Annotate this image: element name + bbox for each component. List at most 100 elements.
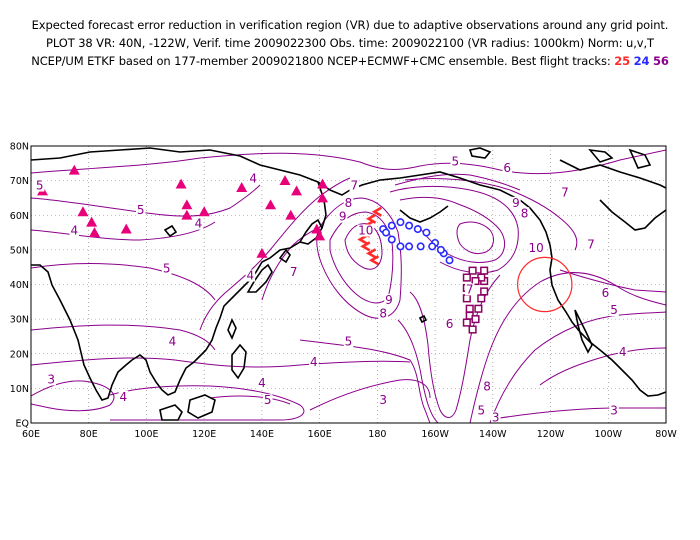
coastline [317, 181, 327, 229]
coastline [231, 343, 247, 380]
observation-triangle [89, 227, 100, 237]
contour-label: 5 [36, 179, 44, 193]
contour-label: 8 [345, 196, 353, 210]
contour-label: 7 [587, 237, 595, 251]
title-line-1: Expected forecast error reduction in ver… [31, 18, 669, 32]
lat-tick-label: 80N [10, 142, 29, 153]
contour-label-bg [309, 356, 319, 369]
contour-label-bg [161, 262, 172, 275]
coastline [31, 264, 133, 401]
coastline [588, 148, 614, 163]
contour-label-bg [586, 238, 596, 251]
latitude-tick-labels: 80N 70N 60N 50N 40N 30N 20N 10N EQ [10, 142, 29, 430]
track-b-marker [436, 245, 445, 254]
contour-label-bg [609, 304, 619, 317]
contour-label-bg [600, 286, 611, 299]
lon-tick-label: 140W [479, 429, 507, 440]
track-c-label: 56 [652, 54, 669, 68]
coastline [599, 199, 666, 231]
lon-tick-label: 140E [250, 429, 274, 440]
contour-label-bg [262, 394, 273, 407]
contour-label-bg [511, 196, 521, 209]
contour-label: 3 [610, 404, 618, 418]
contour-label: 5 [477, 404, 485, 418]
track-b-marker [396, 242, 405, 251]
coastline [559, 159, 666, 189]
contour-label-bg [349, 179, 360, 192]
observation-triangle [181, 209, 193, 220]
contour-label: 4 [310, 355, 318, 369]
coastline [187, 394, 216, 419]
lat-tick-label: 30N [10, 315, 29, 326]
observation-triangle [256, 247, 268, 258]
contour-label: 5 [610, 303, 618, 317]
lon-tick-label: 180 [368, 429, 386, 440]
contour-label: 5 [163, 262, 171, 276]
track-c-marker [480, 287, 489, 296]
contour-label-bg [167, 335, 178, 348]
contour-label: 8 [521, 206, 529, 220]
track-b-marker [387, 235, 396, 244]
lon-tick-label: 80E [80, 429, 98, 440]
lat-tick-label: 20N [10, 349, 29, 360]
observation-triangle [279, 175, 291, 186]
observation-triangle [198, 206, 210, 217]
contour-line [469, 272, 666, 423]
contour-line [199, 177, 351, 331]
contour-label: 7 [290, 265, 298, 279]
contour-label: 6 [503, 161, 511, 175]
track-b-marker [416, 242, 425, 251]
track-a-marker [365, 213, 377, 224]
contour-label-bg [135, 203, 146, 216]
lon-tick-label: 100E [134, 429, 158, 440]
track-a-marker [365, 248, 377, 259]
contour-line [394, 173, 521, 191]
contour-label: 9 [339, 210, 347, 224]
track-c-marker [480, 266, 489, 275]
lon-tick-label: 120E [192, 429, 216, 440]
lat-tick-label: EQ [16, 419, 29, 430]
contour-label-bg [476, 404, 487, 417]
track-b-marker [405, 242, 414, 251]
coastline [574, 309, 593, 354]
contour-line [31, 380, 115, 412]
track-b-marker [382, 228, 391, 237]
track-c-marker [474, 304, 483, 313]
track-c-marker [462, 273, 471, 282]
lat-tick-label: 40N [10, 280, 29, 291]
contour-label: 4 [70, 224, 78, 238]
title-line-2: PLOT 38 VR: 40N, -122W, Verif. time 2009… [46, 36, 654, 50]
contour-line [409, 274, 501, 418]
contour-label: 4 [619, 345, 627, 359]
contour-label-bg [69, 224, 80, 237]
contour-line [31, 324, 216, 351]
contour-line [559, 269, 666, 293]
lon-tick-label: 60E [22, 429, 40, 440]
contour-line [329, 211, 394, 304]
track-b-marker [405, 221, 414, 230]
observation-triangle [68, 164, 80, 175]
contour-label: 10 [358, 224, 373, 238]
track-b-marker [387, 221, 396, 230]
track-b-marker [422, 228, 431, 237]
contour-label-bg [288, 266, 299, 279]
lat-tick-label: 60N [10, 211, 29, 222]
contour-label: 10 [528, 241, 543, 255]
coastline [227, 318, 237, 340]
contour-label: 5 [451, 154, 459, 168]
contour-line [539, 347, 666, 386]
lat-tick-label: 50N [10, 245, 29, 256]
observation-triangle [317, 178, 329, 189]
coastline [628, 148, 652, 169]
coastline [468, 147, 492, 159]
lat-tick-label: 70N [10, 176, 29, 187]
contour-label-bg [464, 283, 475, 296]
contour-label: 9 [512, 196, 520, 210]
track-a-marker [360, 241, 371, 252]
contour-label: 4 [169, 334, 177, 348]
track-a-marker [368, 255, 380, 266]
coastline [399, 205, 449, 223]
contour-label-bg [357, 224, 375, 237]
contour-line [397, 319, 439, 423]
